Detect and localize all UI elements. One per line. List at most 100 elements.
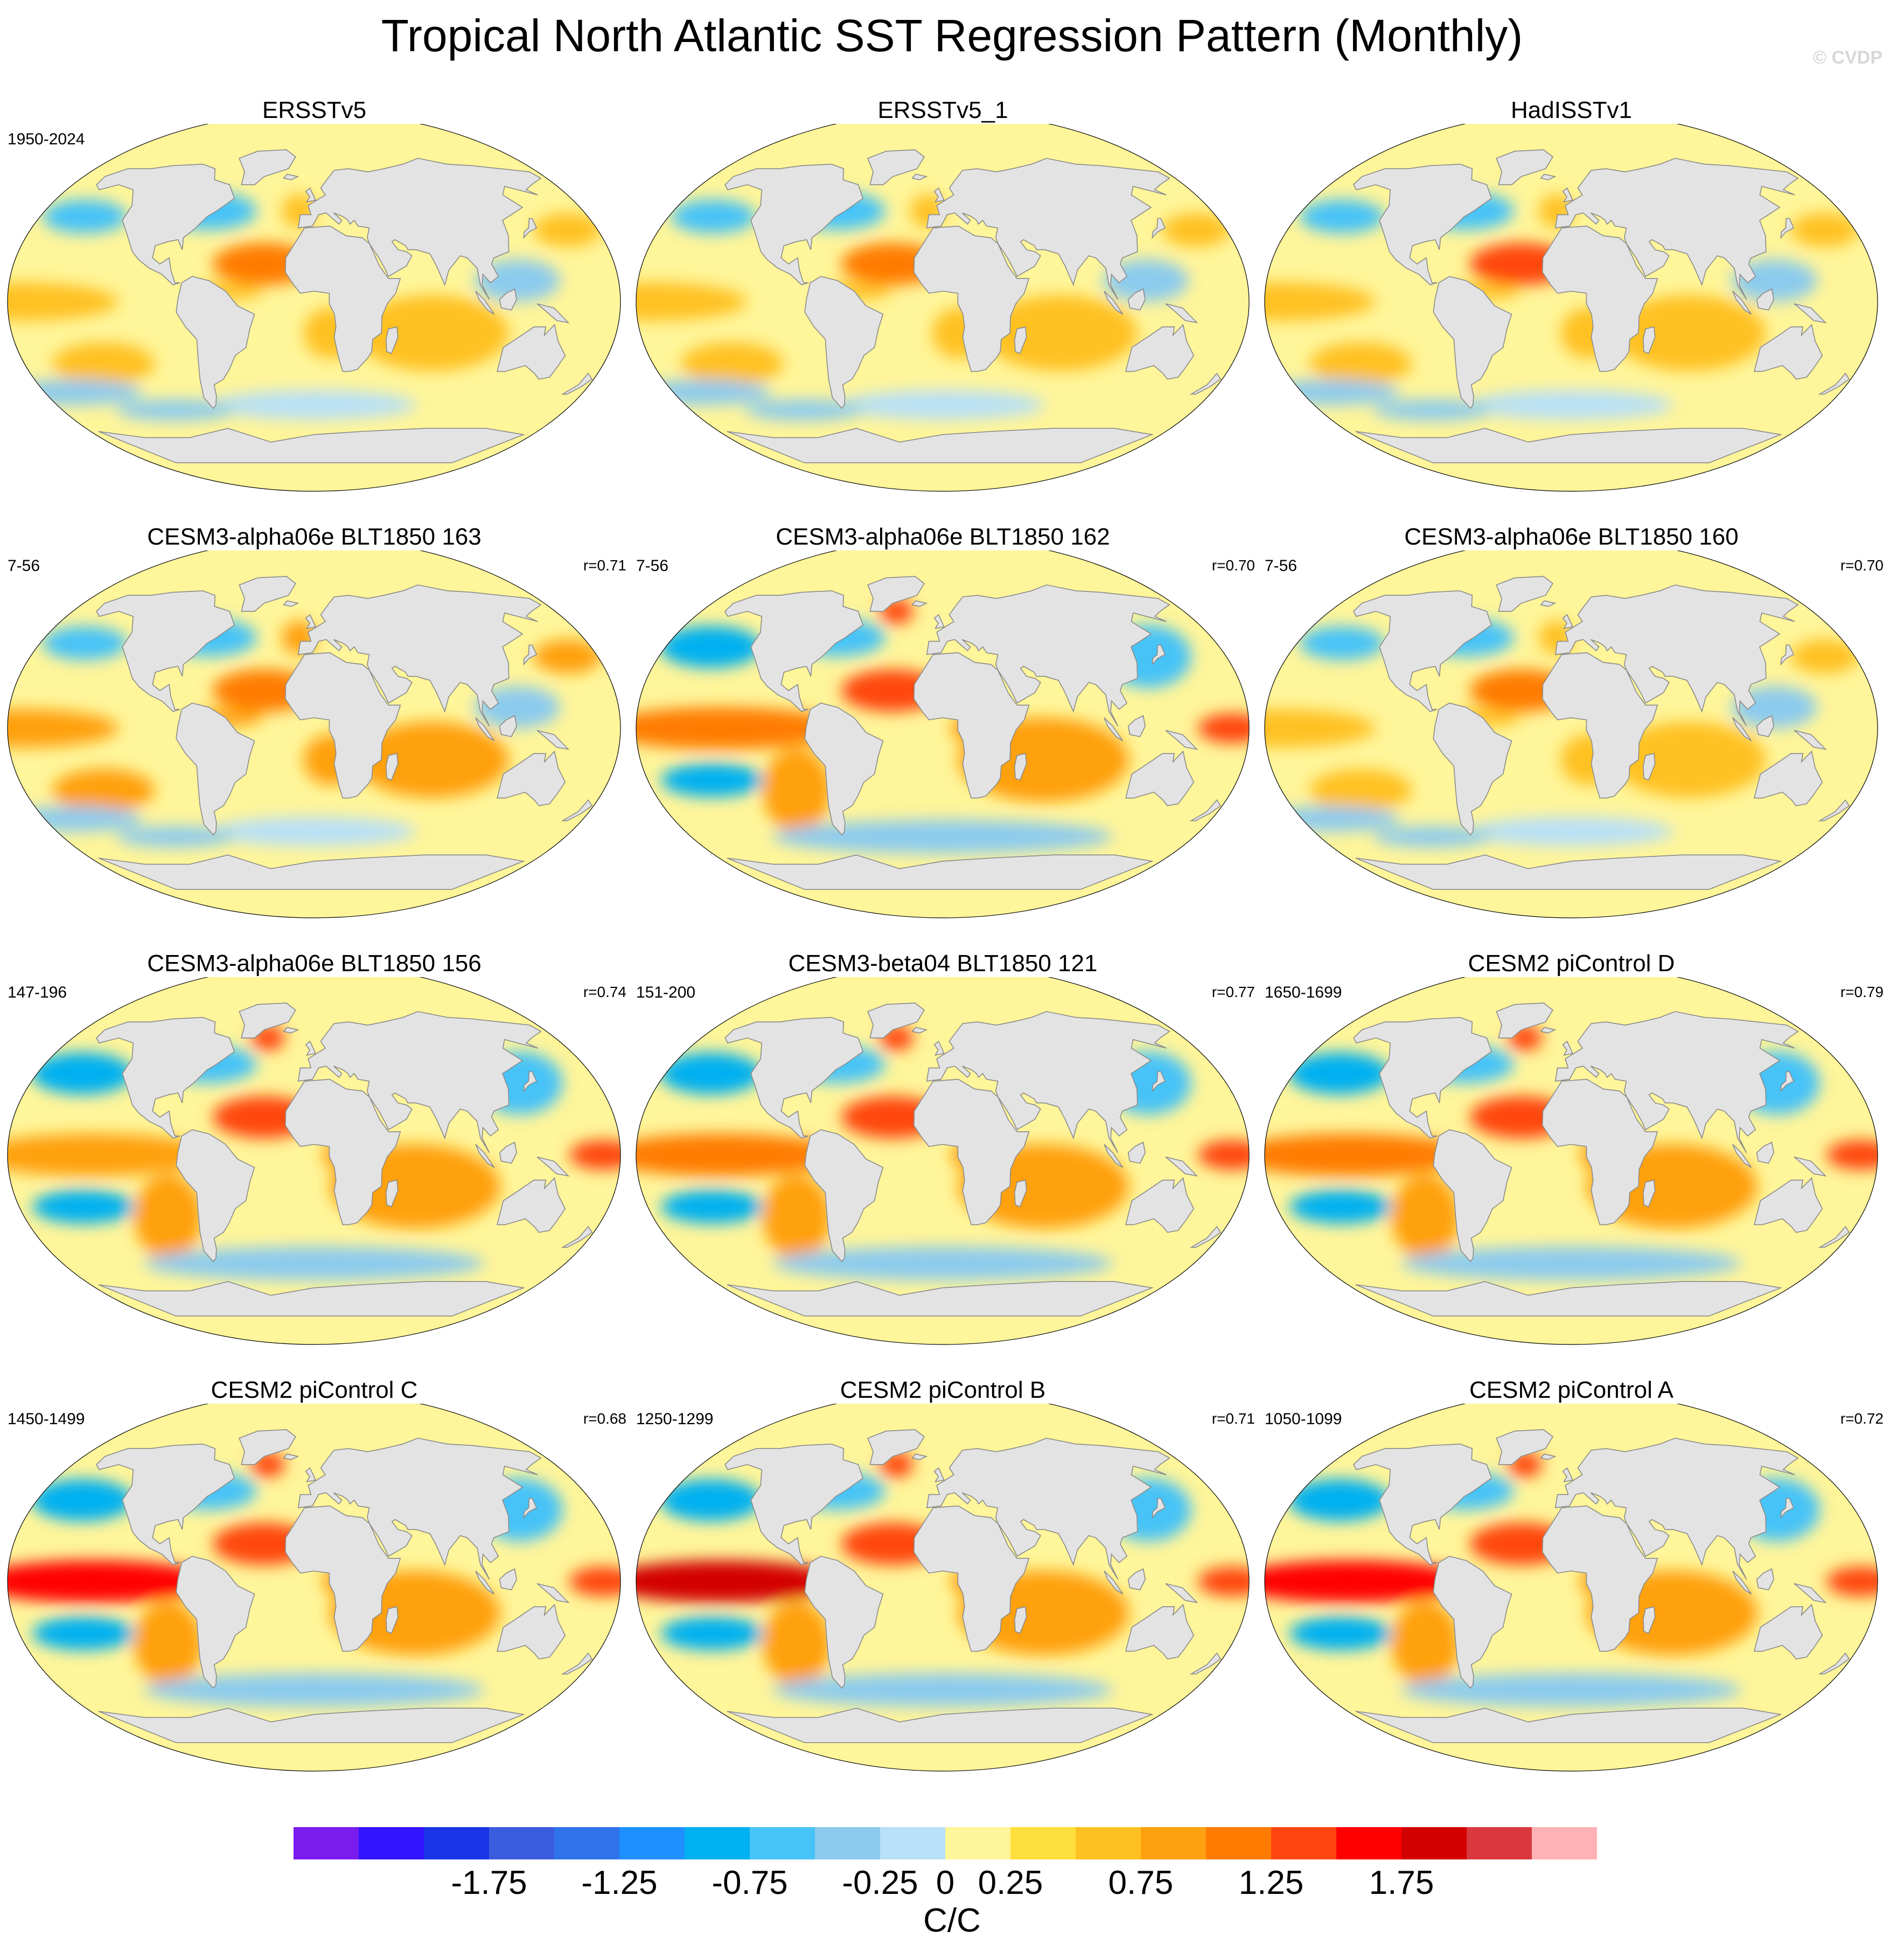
colorbar-tick-label: -1.75	[451, 1864, 527, 1901]
anomaly-region	[1288, 1479, 1391, 1522]
map-panel: CESM2 piControl A 1050-1099 r=0.72	[1257, 1377, 1886, 1797]
panel-title: CESM3-beta04 BLT1850 121	[788, 950, 1098, 977]
land-africa	[1542, 225, 1658, 372]
land-uk	[1562, 614, 1573, 630]
globe-outline	[1264, 124, 1878, 492]
land-africa	[913, 1078, 1030, 1225]
land-north-america	[1353, 1016, 1492, 1139]
anomaly-region	[355, 295, 509, 371]
anomaly-region	[1162, 213, 1231, 247]
anomaly-region	[1265, 282, 1376, 321]
panel-pattern-correlation: r=0.74	[583, 984, 626, 1000]
globe-outline	[1264, 977, 1878, 1345]
sst-regression-map	[7, 124, 621, 492]
map-panel: CESM2 piControl C 1450-1499 r=0.68	[0, 1377, 629, 1797]
land-iceland	[1540, 1027, 1557, 1034]
anomaly-region	[772, 1673, 1113, 1707]
land-japan	[1780, 1497, 1795, 1519]
land-uk	[305, 1467, 316, 1483]
land-borneo	[1756, 288, 1775, 311]
land-iceland	[283, 1027, 299, 1034]
land-eurasia	[297, 1438, 542, 1580]
anomaly-region	[1400, 1246, 1742, 1280]
land-eurasia	[297, 1011, 542, 1153]
panel-title: HadISSTv1	[1511, 97, 1632, 123]
land-madagascar	[1642, 1179, 1656, 1208]
anomaly-region	[1289, 1190, 1392, 1224]
land-new-zealand	[561, 799, 593, 821]
land-sumatra	[475, 1570, 495, 1595]
panel-years: 147-196	[8, 984, 67, 1001]
anomaly-region	[1198, 1566, 1249, 1597]
land-north-america	[96, 1443, 235, 1565]
land-madagascar	[1642, 1606, 1656, 1634]
panel-years: 1650-1699	[1265, 984, 1342, 1001]
land-greenland	[1496, 1002, 1553, 1039]
land-masses	[1353, 1002, 1850, 1316]
panel-title: CESM2 piControl A	[1469, 1377, 1674, 1403]
anomaly-region	[1309, 769, 1412, 812]
land-sumatra	[475, 290, 495, 315]
globe-outline	[1264, 551, 1878, 918]
land-japan	[523, 1071, 538, 1092]
land-iceland	[283, 600, 299, 607]
land-eurasia	[926, 1011, 1170, 1153]
land-new-guinea	[1794, 1156, 1827, 1177]
colorbar-swatch	[294, 1827, 359, 1859]
anomaly-region	[42, 626, 128, 660]
land-new-zealand	[1818, 1652, 1850, 1675]
land-antarctica	[727, 854, 1154, 890]
land-japan	[1780, 644, 1795, 666]
land-borneo	[499, 288, 518, 311]
land-iceland	[911, 1027, 928, 1034]
land-north-america	[1353, 1443, 1492, 1565]
colorbar-swatch	[1532, 1827, 1597, 1859]
land-new-guinea	[1794, 1583, 1827, 1604]
land-masses	[724, 1002, 1222, 1316]
land-iceland	[911, 600, 928, 607]
land-madagascar	[385, 326, 399, 354]
land-south-america	[1433, 1129, 1512, 1263]
panel-pattern-correlation: r=0.79	[1840, 984, 1884, 1000]
map-panel: CESM3-alpha06e BLT1850 162 7-56 r=0.70	[629, 524, 1257, 944]
anomaly-region	[569, 1566, 620, 1597]
anomaly-region	[1265, 709, 1376, 748]
sst-regression-map	[7, 1404, 621, 1772]
anomaly-region	[984, 295, 1138, 371]
anomaly-region	[1612, 295, 1766, 371]
colorbar-swatch	[1206, 1827, 1272, 1859]
anomaly-region	[1400, 1673, 1742, 1707]
map-panel: CESM3-alpha06e BLT1850 160 7-56 r=0.70	[1257, 524, 1886, 944]
land-antarctica	[727, 1281, 1154, 1316]
panel-pattern-correlation: r=0.71	[1211, 1410, 1255, 1427]
globe-outline	[636, 977, 1250, 1345]
land-uk	[305, 1040, 316, 1056]
land-masses	[1353, 576, 1850, 890]
globe-outline	[636, 1404, 1250, 1772]
land-africa	[913, 225, 1030, 372]
land-japan	[523, 218, 538, 239]
land-japan	[523, 644, 538, 666]
anomaly-region	[475, 686, 560, 729]
colorbar-swatch	[1336, 1827, 1402, 1859]
land-madagascar	[385, 752, 399, 781]
land-africa	[913, 1505, 1030, 1652]
land-sumatra	[1104, 1570, 1124, 1595]
land-antarctica	[1355, 854, 1782, 890]
anomaly-region	[1198, 1140, 1249, 1170]
land-borneo	[1756, 715, 1775, 737]
land-australia	[1125, 750, 1195, 806]
land-new-guinea	[1165, 303, 1198, 324]
anomaly-region	[636, 1560, 841, 1603]
anomaly-region	[772, 820, 1113, 854]
anomaly-region	[1265, 1560, 1469, 1603]
land-masses	[724, 576, 1222, 890]
anomaly-field	[1265, 618, 1859, 847]
land-new-guinea	[536, 1156, 570, 1177]
land-south-america	[804, 1129, 884, 1263]
panel-title: CESM2 piControl B	[840, 1377, 1046, 1403]
anomaly-region	[671, 199, 756, 234]
land-masses	[724, 149, 1222, 463]
anomaly-region	[1469, 817, 1673, 847]
land-eurasia	[926, 158, 1170, 300]
